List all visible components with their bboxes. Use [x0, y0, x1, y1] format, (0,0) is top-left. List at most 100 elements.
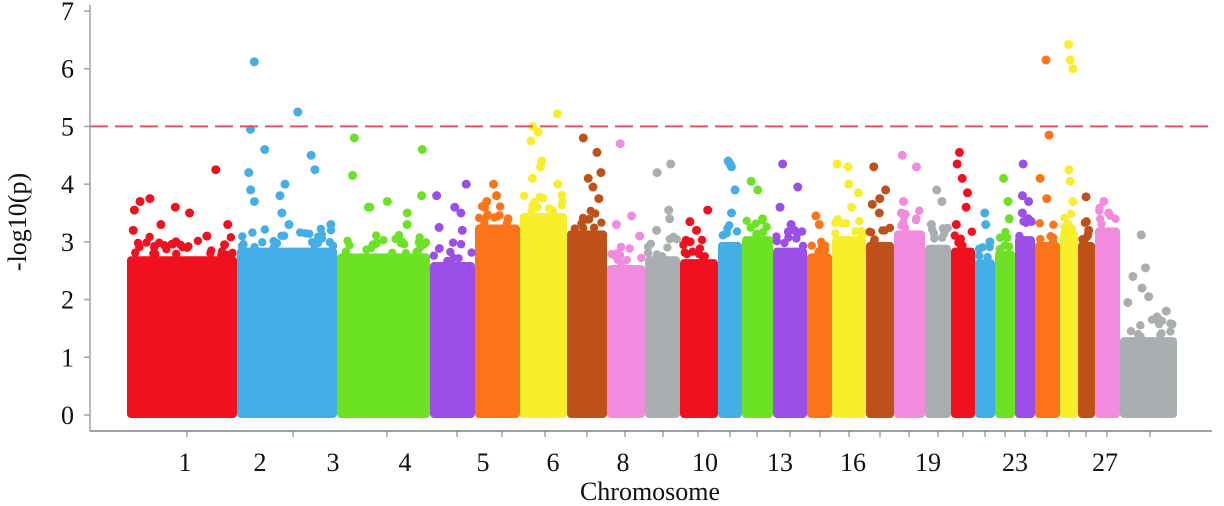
snp-point: [429, 251, 439, 260]
snp-point-peak: [1003, 196, 1013, 206]
snp-point: [341, 247, 351, 256]
chromosome-block-10: [680, 259, 718, 418]
snp-point: [372, 238, 381, 247]
snp-point: [1048, 233, 1058, 242]
x-axis-title: Chromosome: [580, 477, 720, 506]
snp-point: [723, 224, 732, 233]
snp-point: [597, 218, 606, 227]
snp-point-peak: [594, 194, 604, 204]
chromosome-block-15: [832, 236, 866, 418]
snp-point-peak: [896, 208, 906, 218]
snp-point: [1126, 326, 1136, 336]
chromosome-blocks: [127, 213, 1177, 418]
snp-point-peak: [1044, 130, 1054, 140]
snp-point-peak: [1041, 55, 1051, 65]
snp-point-peak: [1035, 173, 1045, 183]
chromosome-block-8: [607, 264, 645, 418]
snp-point-peak: [1161, 306, 1171, 316]
snp-point: [1133, 330, 1143, 339]
snp-point: [238, 232, 247, 241]
snp-point: [742, 216, 751, 225]
snp-point-peak: [223, 220, 233, 230]
snp-point-peak: [185, 208, 195, 218]
snp-point: [663, 243, 672, 252]
snp-point-peak: [397, 237, 407, 247]
snp-point-peak: [951, 220, 961, 230]
y-tick-label: 4: [61, 170, 74, 199]
snp-point: [279, 231, 289, 240]
snp-point-peak: [249, 57, 259, 67]
snp-point-peak: [503, 214, 513, 224]
snp-point-peak: [1141, 263, 1151, 273]
snp-point: [250, 242, 259, 252]
snp-point-peak: [746, 176, 756, 186]
x-tick-label: 13: [767, 448, 793, 477]
snp-point-peak: [961, 202, 971, 212]
snp-point: [1111, 214, 1120, 223]
snp-point: [1166, 327, 1175, 336]
snp-point-peak: [980, 208, 990, 218]
chromosome-block-18: [925, 244, 951, 418]
snp-point: [467, 248, 476, 257]
snp-point: [1035, 219, 1045, 228]
snp-point: [974, 244, 984, 254]
snp-point-peak: [249, 196, 259, 206]
chromosome-block-13: [773, 247, 807, 418]
x-tick-label: 10: [692, 448, 718, 477]
snp-point: [345, 241, 354, 250]
chromosome-block-6: [520, 213, 567, 418]
snp-point: [912, 214, 921, 223]
snp-point: [258, 238, 267, 247]
snp-point: [954, 238, 963, 247]
snp-point-peak: [1068, 64, 1078, 74]
snp-point-peak: [954, 147, 964, 157]
snp-point-peak: [1024, 196, 1034, 206]
y-tick-labels: 0 1 2 3 4 5 6 7: [61, 0, 74, 430]
snp-point: [443, 257, 453, 266]
snp-point-peak: [793, 182, 803, 192]
snp-point: [857, 227, 866, 236]
snp-point: [415, 233, 424, 242]
axes: [84, 5, 1212, 437]
snp-point-peak: [753, 185, 763, 195]
snp-point: [591, 209, 600, 218]
snp-point-peak: [897, 150, 907, 160]
snp-point-peak: [615, 139, 625, 149]
snp-point: [772, 232, 781, 241]
chromosome-block-17: [894, 230, 925, 418]
snp-point: [1060, 213, 1069, 222]
snp-point: [533, 203, 542, 212]
snp-point: [1136, 321, 1145, 330]
snp-point: [1004, 242, 1014, 251]
snp-point: [379, 235, 388, 245]
snp-point: [226, 233, 236, 242]
snp-point: [371, 231, 381, 240]
snp-point-peak: [789, 225, 799, 235]
snp-point: [162, 244, 171, 254]
snp-point-peak: [685, 217, 695, 227]
snp-point: [150, 242, 159, 251]
snp-point-peak: [1104, 208, 1114, 218]
snp-point-peak: [1136, 230, 1146, 240]
snp-point-peak: [1064, 39, 1074, 49]
snp-point-peak: [844, 179, 854, 189]
snp-point: [388, 248, 397, 258]
snp-point-peak: [814, 220, 824, 230]
snp-point-peak: [611, 220, 621, 230]
snp-point: [1066, 209, 1076, 219]
snp-point-peak: [434, 222, 444, 232]
snp-point: [313, 232, 323, 241]
snp-point: [548, 206, 557, 215]
x-tick-label: 6: [547, 448, 560, 477]
snp-point-peak: [417, 145, 427, 155]
snp-point: [313, 238, 323, 248]
x-tick-label: 2: [254, 448, 267, 477]
snp-point-peak: [457, 225, 467, 235]
chromosome-block-14: [807, 253, 832, 418]
snp-point-peak: [926, 220, 936, 230]
snp-point-peak: [456, 208, 466, 218]
snp-point-peak: [899, 196, 909, 206]
snp-point: [435, 244, 444, 253]
chromosome-block-24: [1060, 230, 1078, 418]
snp-point-peak: [1018, 159, 1028, 169]
